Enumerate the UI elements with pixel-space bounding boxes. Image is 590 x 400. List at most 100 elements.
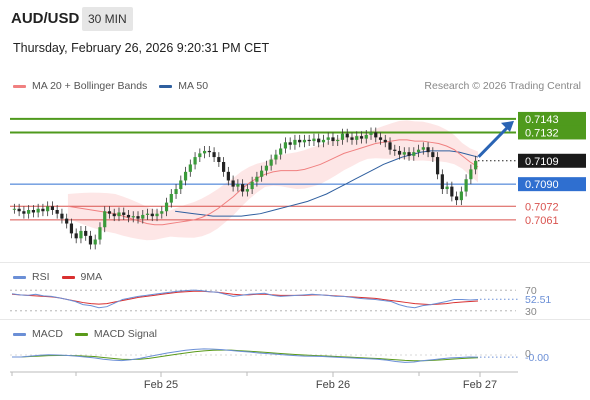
candle-body	[164, 202, 169, 212]
candle-body	[98, 227, 102, 240]
rsi-value-label: 52.51	[525, 294, 551, 306]
ma50-legend-label: MA 50	[178, 80, 209, 92]
candle-body	[469, 169, 473, 180]
candle-body	[331, 137, 335, 142]
chart-datetime: Thursday, February 26, 2026 9:20:31 PM C…	[13, 41, 270, 55]
candle-body	[388, 142, 392, 150]
macd-signal-line	[12, 349, 479, 362]
panel-divider-macd	[0, 319, 590, 320]
candle-body	[27, 210, 31, 214]
projection-arrow-head	[501, 120, 514, 132]
candle-body	[126, 214, 131, 218]
candle-body	[455, 196, 459, 201]
rsi-legend-label: RSI	[32, 271, 50, 283]
candle-body	[207, 150, 211, 153]
candle-body	[440, 174, 444, 190]
candle-body	[378, 137, 383, 140]
candle-body	[150, 213, 154, 217]
candle-body	[450, 186, 454, 197]
candle-body	[122, 212, 126, 215]
rsi-ma-swatch	[61, 275, 75, 279]
candle-body	[269, 159, 273, 166]
candle-body	[250, 181, 254, 190]
rsi-legend: RSI 9MA	[13, 271, 102, 283]
candle-body	[103, 211, 107, 228]
candle-body	[402, 152, 406, 155]
candle-body	[264, 165, 268, 171]
chart-header: AUD/USD 30 MIN	[0, 0, 590, 38]
resistance-level-tag	[518, 111, 586, 126]
resistance-level-label: 0.7143	[525, 114, 559, 126]
macd-line	[12, 348, 479, 363]
candle-body	[179, 180, 183, 190]
candle-body	[293, 139, 297, 145]
candle-body	[55, 210, 59, 214]
candle-body	[188, 164, 192, 172]
candle-body	[160, 211, 164, 214]
candle-body	[374, 132, 378, 138]
candle-body	[298, 139, 302, 143]
x-tick-label: Feb 25	[144, 379, 178, 391]
candle-body	[364, 134, 368, 139]
candle-body	[312, 138, 316, 142]
candle-body	[141, 214, 145, 219]
candle-body	[236, 184, 240, 187]
candle-body	[407, 152, 411, 156]
candle-body	[169, 194, 173, 203]
candle-body	[31, 210, 35, 213]
rsi-swatch	[13, 275, 26, 279]
candle-body	[255, 176, 259, 182]
resistance-level-label: 0.7132	[525, 127, 559, 139]
rsi-ma-line	[11, 290, 479, 306]
ma50-swatch	[159, 84, 173, 88]
candle-body	[183, 171, 188, 181]
candle-body	[22, 211, 26, 214]
candle-body	[445, 186, 449, 190]
projection-arrow-line	[477, 125, 510, 158]
symbol-title: AUD/USD	[11, 10, 80, 27]
panel-divider-rsi	[0, 262, 590, 263]
timeframe-button[interactable]: 30 MIN	[82, 7, 133, 31]
candle-body	[474, 160, 478, 170]
candle-body	[93, 239, 97, 245]
candle-body	[416, 149, 421, 153]
candle-body	[12, 208, 16, 210]
macd-swatch	[13, 332, 26, 336]
candle-body	[459, 191, 463, 201]
pivot-level-label: 0.7090	[525, 179, 559, 191]
candle-body	[321, 139, 326, 143]
ma20-swatch	[13, 84, 26, 88]
candle-body	[369, 132, 373, 135]
candle-body	[174, 189, 178, 194]
candle-body	[69, 223, 74, 234]
rsi-ma-legend-label: 9MA	[80, 271, 103, 283]
candle-body	[412, 152, 416, 156]
candle-body	[383, 139, 387, 143]
x-tick-label: Feb 27	[463, 379, 497, 391]
macd-legend-label: MACD	[32, 328, 63, 340]
candle-body	[107, 211, 112, 214]
candle-body	[131, 216, 135, 218]
current_price-level-tag	[518, 153, 586, 168]
support-level-label: 0.7072	[525, 201, 559, 213]
candle-body	[155, 213, 159, 217]
rsi-line	[11, 289, 479, 309]
support-level-label: 0.7061	[525, 215, 559, 227]
candle-body	[355, 136, 359, 140]
candle-body	[350, 137, 354, 140]
candle-body	[226, 171, 230, 181]
candle-body	[431, 152, 435, 158]
candle-body	[17, 208, 21, 212]
candle-body	[326, 137, 330, 140]
candle-body	[274, 154, 278, 160]
candle-body	[88, 235, 93, 245]
price-legend: MA 20 + Bollinger Bands MA 50	[13, 80, 208, 92]
bollinger-band	[67, 120, 479, 241]
x-tick-label: Feb 26	[316, 379, 350, 391]
resistance-level-tag	[518, 125, 586, 140]
candle-body	[231, 180, 235, 187]
candle-body	[84, 230, 88, 236]
candle-body	[79, 230, 83, 239]
candle-body	[279, 148, 283, 155]
